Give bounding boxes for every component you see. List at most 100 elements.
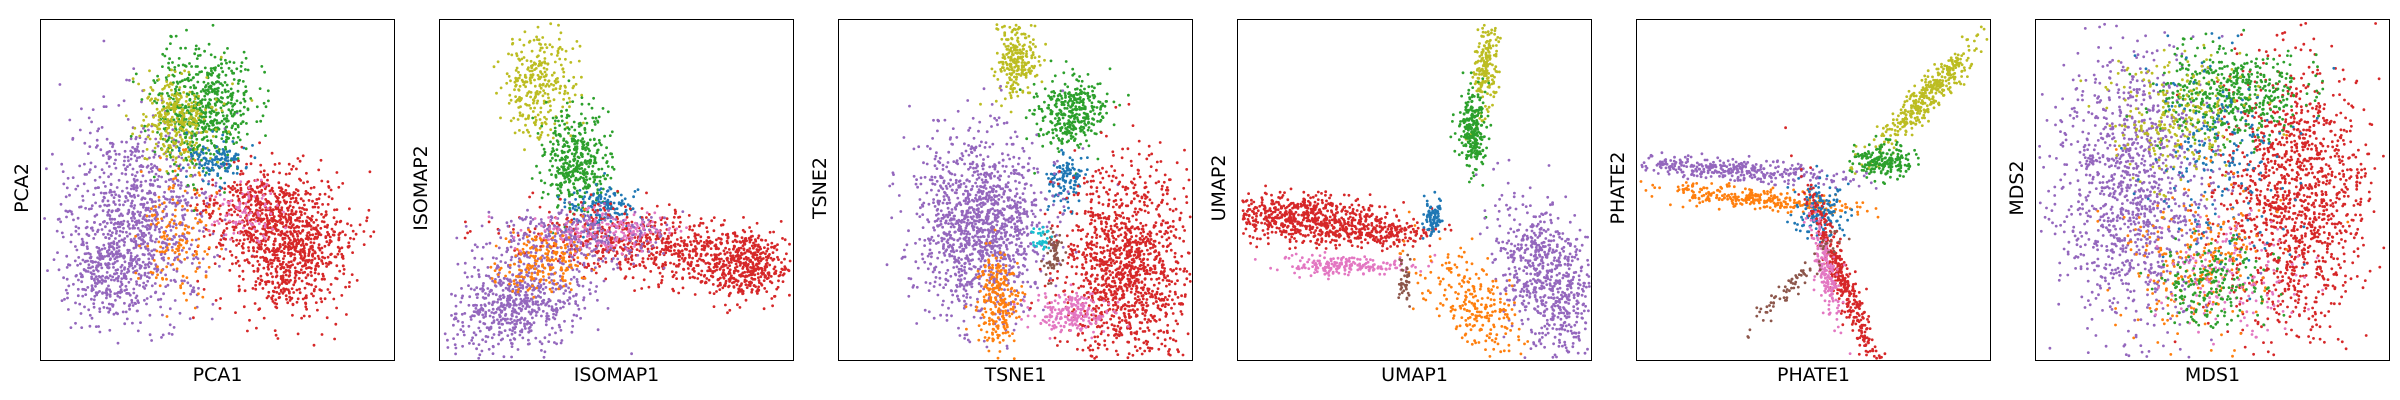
cluster-points [492, 22, 585, 152]
scatter-point [279, 217, 283, 221]
scatter-point [209, 152, 212, 156]
scatter-point [140, 165, 144, 168]
scatter-point [166, 109, 169, 113]
scatter-point [157, 141, 160, 144]
scatter-point [305, 171, 308, 175]
scatter-point [148, 92, 152, 96]
scatter-point [219, 58, 223, 61]
scatter-point [260, 212, 264, 215]
scatter-point [180, 140, 184, 144]
scatter-point [80, 280, 84, 284]
scatter-point [211, 135, 215, 138]
scatter-point [208, 246, 211, 249]
scatter-point [247, 234, 251, 238]
scatter-point [179, 151, 182, 155]
scatter-point [211, 302, 215, 306]
scatter-point [275, 290, 279, 294]
scatter-point [238, 201, 242, 205]
scatter-point [198, 162, 202, 166]
scatter-point [83, 162, 86, 166]
scatter-point [203, 163, 207, 167]
scatter-point [260, 183, 264, 187]
scatter-point [104, 105, 108, 108]
scatter-point [711, 271, 715, 275]
scatter-point [226, 47, 229, 50]
scatter-point [98, 204, 102, 208]
scatter-point [160, 217, 163, 221]
scatter-point [550, 150, 554, 154]
scatter-point [523, 148, 526, 152]
scatter-point [122, 163, 126, 167]
scatter-point [286, 209, 290, 212]
scatter-point [165, 80, 169, 83]
scatter-point [241, 80, 245, 83]
scatter-point [534, 120, 537, 124]
scatter-point [87, 234, 91, 238]
scatter-point [578, 188, 582, 192]
scatter-point [210, 69, 213, 73]
scatter-point [153, 282, 157, 285]
scatter-point [245, 258, 249, 262]
scatter-point [232, 78, 236, 81]
scatter-point [110, 217, 114, 221]
scatter-point [206, 71, 209, 75]
scatter-point [209, 121, 213, 125]
scatter-point [208, 98, 212, 101]
scatter-point [183, 213, 187, 217]
scatter-point [151, 271, 155, 275]
scatter-point [94, 186, 97, 190]
scatter-point [192, 183, 195, 187]
scatter-point [596, 175, 599, 179]
scatter-point [292, 191, 296, 194]
scatter-point [218, 204, 222, 208]
scatter-point [196, 157, 200, 161]
scatter-point [312, 294, 315, 298]
scatter-point [195, 137, 199, 141]
scatter-point [335, 264, 339, 268]
scatter-point [99, 191, 103, 195]
scatter-point [650, 257, 653, 261]
scatter-point [213, 255, 216, 259]
scatter-point [237, 79, 241, 82]
scatter-point [190, 132, 194, 135]
scatter-point [259, 256, 262, 259]
scatter-point [283, 192, 287, 196]
scatter-point [224, 145, 227, 149]
scatter-point [242, 97, 246, 101]
scatter-point [133, 217, 136, 220]
scatter-point [131, 199, 134, 203]
scatter-point [190, 144, 194, 148]
scatter-point [67, 308, 70, 311]
scatter-point [627, 257, 630, 261]
scatter-point [580, 93, 584, 97]
scatter-point [530, 75, 534, 79]
scatter-point [193, 306, 197, 310]
scatter-point [220, 219, 224, 223]
scatter-point [244, 85, 248, 88]
scatter-point [101, 279, 105, 283]
scatter-point [211, 232, 215, 236]
scatter-point [170, 218, 174, 222]
scatter-point [546, 192, 550, 196]
scatter-point [153, 150, 157, 154]
scatter-point [256, 268, 260, 272]
scatter-point [208, 195, 212, 198]
scatter-point [224, 129, 228, 132]
scatter-point [156, 217, 159, 221]
scatter-point [611, 155, 614, 159]
scatter-point [89, 255, 93, 259]
scatter-point [193, 118, 197, 122]
scatter-point [270, 151, 274, 155]
scatter-point [114, 311, 118, 315]
scatter-point [729, 254, 732, 257]
scatter-point [231, 185, 235, 188]
scatter-point [337, 185, 341, 189]
scatter-point [136, 142, 140, 146]
scatter-point [123, 267, 126, 271]
scatter-point [599, 193, 602, 197]
scatter-point [657, 285, 661, 289]
scatter-point [708, 262, 712, 266]
scatter-point [623, 197, 627, 201]
scatter-point [225, 83, 229, 87]
scatter-point [171, 198, 175, 202]
